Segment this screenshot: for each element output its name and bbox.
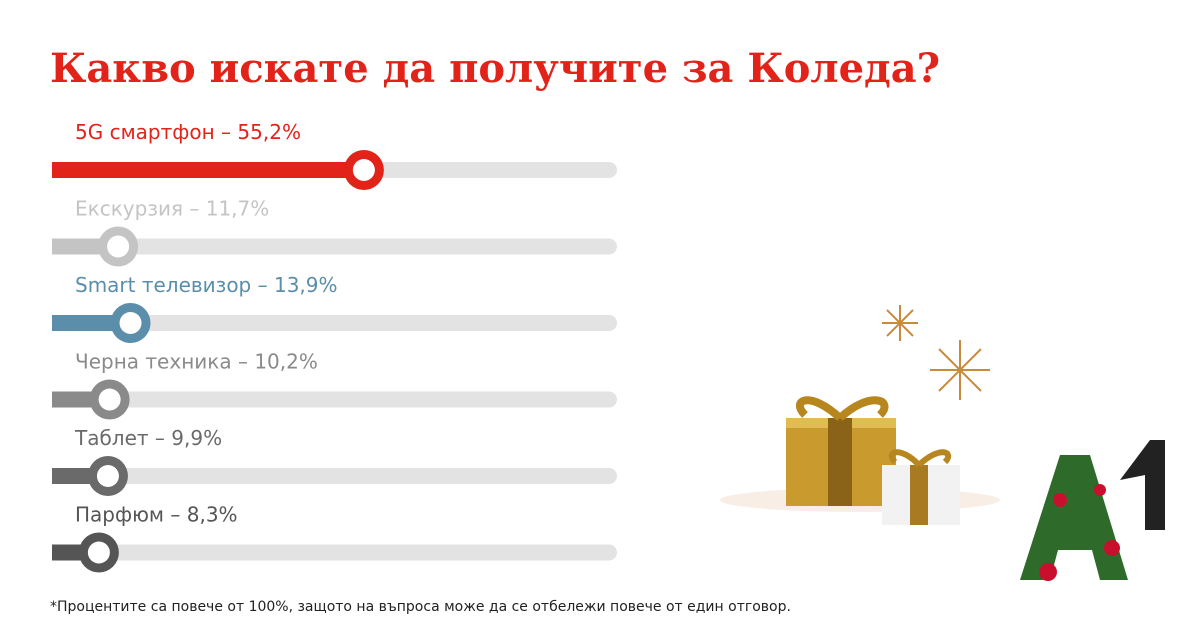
decoration: A1 (720, 305, 1165, 581)
knob-center (107, 235, 130, 258)
category-label: Таблет – (74, 426, 165, 450)
category-label: Smart телевизор – (75, 273, 268, 297)
bar (52, 150, 384, 190)
knob-center (352, 159, 375, 181)
value-label: 55,2% (237, 120, 301, 144)
knob-center (98, 388, 121, 411)
category-label: Парфюм – (75, 502, 180, 526)
track (52, 315, 617, 331)
bar (52, 303, 151, 343)
knob-center (96, 465, 119, 487)
value-label: 9,9% (171, 426, 222, 450)
value-label: 8,3% (187, 502, 238, 526)
category-label: Екскурзия – (75, 196, 199, 220)
bar-label: Таблет – 9,9% (74, 426, 222, 450)
value-label: 10,2% (254, 349, 318, 373)
bar-label: Smart телевизор – 13,9% (75, 273, 338, 297)
track (52, 544, 617, 561)
value-label: 11,7% (206, 196, 270, 220)
track (52, 391, 617, 408)
value-label: 13,9% (274, 273, 338, 297)
bar (52, 379, 130, 420)
bar-label: 5G смартфон – 55,2% (75, 120, 301, 144)
track (52, 238, 617, 255)
bar-label: Екскурзия – 11,7% (75, 196, 269, 220)
bar-label: Парфюм – 8,3% (75, 502, 238, 526)
category-label: 5G смартфон – (75, 120, 231, 144)
knob-center (119, 312, 142, 334)
bar (52, 532, 119, 573)
knob-center (87, 541, 110, 564)
chart-title: Какво искате да получите за Коледа? (50, 45, 940, 92)
bar-fill (52, 315, 131, 331)
bar (52, 456, 128, 496)
bar-fill (52, 162, 364, 178)
footnote: *Процентите са повече от 100%, защото на… (50, 599, 791, 615)
bar-label: Черна техника – 10,2% (75, 349, 318, 373)
category-label: Черна техника – (75, 349, 248, 373)
bar (52, 226, 139, 267)
track (52, 468, 617, 484)
